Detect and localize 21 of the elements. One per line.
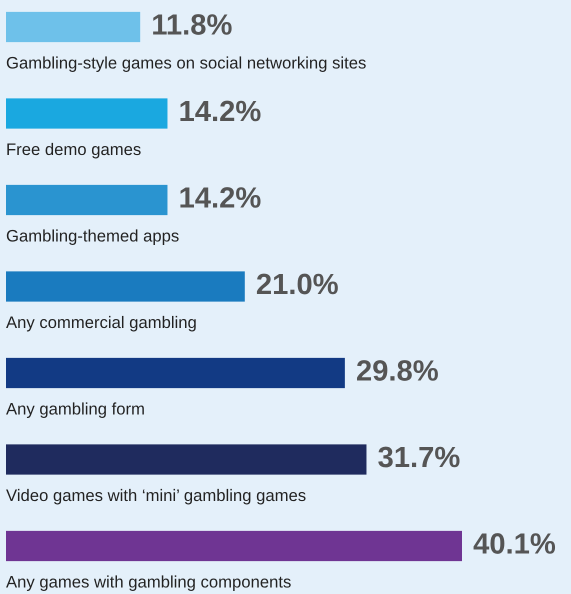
bar (6, 444, 366, 475)
y-tick-label: Gambling-style games on social networking sites (6, 56, 366, 72)
data-label: 31.7% (378, 446, 460, 468)
y-tick-label: Any games with gambling components (6, 575, 291, 591)
y-tick-label: Gambling-themed apps (6, 229, 179, 245)
data-label: 21.0% (256, 274, 338, 294)
y-tick-label: Video games with ‘mini’ gambling games (6, 488, 306, 504)
bar (6, 530, 462, 562)
bar (6, 271, 245, 302)
data-label: 14.2% (180, 187, 261, 208)
y-tick-label: Free demo games (7, 142, 141, 158)
y-tick-label: Any commercial gambling (6, 316, 196, 332)
data-label: 14.2% (180, 100, 261, 122)
bar (6, 98, 168, 129)
y-tick-label: Any gambling form (6, 402, 144, 418)
data-label: 11.8% (153, 14, 232, 35)
bar (6, 184, 168, 216)
bar (6, 358, 345, 388)
data-label: 29.8% (356, 360, 438, 381)
bar (6, 12, 140, 42)
data-label: 40.1% (474, 533, 556, 554)
